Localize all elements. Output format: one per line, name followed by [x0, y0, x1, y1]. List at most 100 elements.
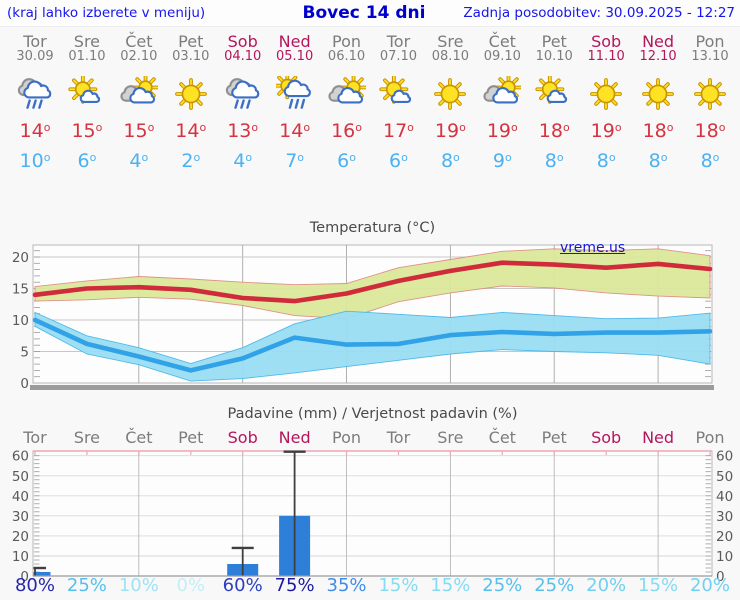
weather-icon-sun [434, 78, 467, 110]
precip-probability-label: 35% [326, 575, 367, 596]
precip-day-label: Sre [73, 428, 101, 447]
day-name-label: Ned [278, 32, 311, 51]
svg-text:5: 5 [20, 345, 29, 361]
low-temp-label: 8o [544, 150, 564, 172]
day-name-label: Pon [332, 32, 362, 51]
svg-text:20: 20 [12, 250, 29, 266]
header-bar [0, 0, 740, 27]
precip-day-label: Tor [23, 428, 47, 447]
weather-icon-sun [174, 78, 207, 110]
forecast-day-column: Sre 08.10 19o 8o [424, 33, 476, 172]
svg-text:40: 40 [12, 489, 29, 505]
svg-text:10: 10 [716, 549, 733, 565]
page-title: Bovec 14 dni [302, 3, 426, 23]
high-temp-label: 18o [642, 120, 674, 142]
low-temp-label: 4o [233, 150, 253, 172]
low-temp-label: 8o [700, 150, 720, 172]
menu-hint-text: (kraj lahko izberete v meniju) [7, 5, 206, 21]
high-temp-label: 19o [434, 120, 466, 142]
svg-text:0: 0 [20, 569, 29, 584]
precip-probability-label: 15% [378, 575, 419, 596]
precipitation-chart-title: Padavine (mm) / Verjetnost padavin (%) [227, 406, 518, 422]
high-temp-label: 14o [175, 120, 207, 142]
high-temp-label: 15o [123, 120, 155, 142]
low-temp-label: 7o [285, 150, 305, 172]
svg-text:50: 50 [716, 469, 733, 485]
day-date-label: 01.10 [68, 49, 106, 64]
weather-icon-sun-rain [273, 72, 311, 109]
precip-probability-label: 80% [14, 575, 55, 596]
high-temp-label: 14o [19, 120, 51, 142]
high-temp-label: 19o [486, 120, 518, 142]
forecast-day-column: Ned 05.10 14o 7o [269, 33, 321, 172]
svg-text:30: 30 [716, 509, 733, 525]
weather-icon-sun-cloud [379, 74, 412, 104]
precip-day-label: Sob [227, 428, 258, 447]
day-date-label: 02.10 [120, 49, 158, 64]
weather-icon-rain [17, 78, 52, 109]
precip-day-label: Ned [642, 428, 675, 447]
precip-probability-label: 25% [482, 575, 523, 596]
forecast-day-column: Sre 01.10 15o 6o [61, 33, 113, 172]
low-temp-label: 4o [129, 150, 149, 172]
precip-probability-label: 25% [66, 575, 107, 596]
precip-probability-label: 15% [638, 575, 679, 596]
weather-icon-sun-cloud [535, 74, 568, 104]
precip-probability-label: 20% [689, 575, 730, 596]
day-name-label: Sre [73, 32, 101, 51]
svg-text:50: 50 [12, 469, 29, 485]
forecast-day-column: Sob 04.10 13o 4o [217, 33, 269, 172]
precip-day-label: Ned [278, 428, 311, 447]
svg-text:10: 10 [12, 313, 29, 329]
day-name-label: Čet [125, 32, 153, 51]
precip-day-label: Pet [541, 428, 567, 447]
day-date-label: 08.10 [431, 49, 469, 64]
forecast-day-column: Pet 03.10 14o 2o [165, 33, 217, 172]
svg-text:20: 20 [716, 529, 733, 545]
precip-probability-label: 0% [176, 575, 206, 596]
precip-day-label: Sob [591, 428, 622, 447]
forecast-day-column: Ned 12.10 18o 8o [632, 33, 684, 172]
day-date-label: 10.10 [535, 49, 573, 64]
high-temp-label: 18o [694, 120, 726, 142]
day-date-label: 03.10 [172, 49, 210, 64]
day-name-label: Sob [591, 32, 622, 51]
day-date-label: 04.10 [224, 49, 262, 64]
weather-icon-sun [694, 78, 726, 110]
vreme-us-watermark-link[interactable]: vreme.us [560, 240, 626, 256]
temperature-chart: 0 5 10 15 20 [0, 240, 740, 402]
forecast-day-column: Tor 07.10 17o 6o [372, 33, 424, 172]
day-name-label: Tor [23, 32, 47, 51]
temperature-chart-title: Temperatura (°C) [309, 220, 436, 236]
weather-icon-cloud-sun [327, 73, 367, 104]
low-temp-label: 6o [337, 150, 356, 172]
svg-text:40: 40 [716, 489, 733, 505]
svg-text:30: 30 [12, 509, 29, 525]
svg-text:15: 15 [12, 282, 29, 298]
day-name-label: Sob [227, 32, 258, 51]
precipitation-chart: 0 0 10 10 20 20 30 30 40 40 50 50 60 60 [0, 444, 740, 585]
precip-day-label: Tor [386, 428, 411, 447]
forecast-day-column: Čet 09.10 19o 9o [476, 33, 528, 172]
high-temp-label: 19o [590, 120, 622, 142]
day-date-label: 12.10 [639, 49, 677, 64]
precip-probability-label: 20% [586, 575, 627, 596]
day-name-label: Čet [488, 32, 516, 51]
svg-text:10: 10 [12, 549, 29, 565]
day-name-label: Ned [642, 32, 675, 51]
precip-probability-label: 75% [274, 575, 315, 596]
svg-text:0: 0 [20, 376, 29, 392]
low-temp-label: 6o [77, 150, 97, 172]
low-temp-label: 8o [596, 150, 616, 172]
high-temp-label: 14o [279, 120, 311, 142]
low-temp-label: 8o [648, 150, 668, 172]
precip-day-label: Sre [437, 428, 464, 447]
day-date-label: 05.10 [276, 49, 314, 64]
forecast-day-column: Pon 13.10 18o 8o [684, 33, 736, 172]
forecast-day-column: Pon 06.10 16o 6o [321, 33, 373, 172]
precip-probability-label: 10% [118, 575, 159, 596]
precip-day-label: Pet [178, 428, 204, 447]
high-temp-label: 17o [382, 120, 414, 142]
low-temp-label: 9o [492, 150, 512, 172]
day-name-label: Pon [695, 32, 725, 51]
